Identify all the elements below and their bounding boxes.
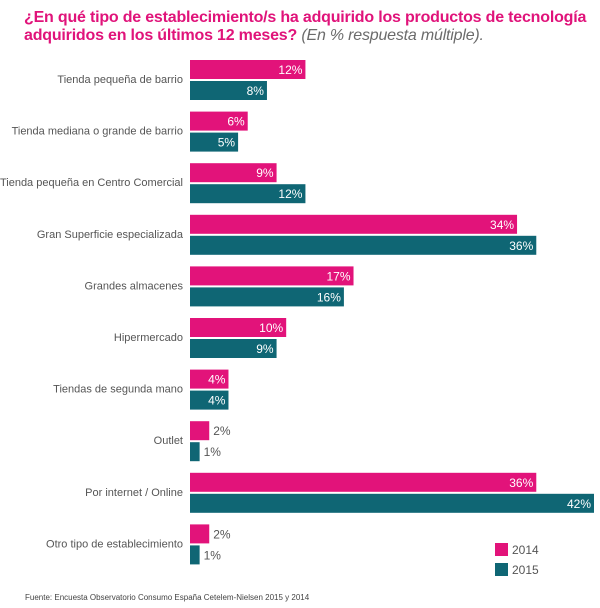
category-label: Por internet / Online [85, 487, 183, 499]
category-label: Otro tipo de establecimiento [46, 538, 183, 550]
legend-swatch-2014 [495, 543, 508, 556]
bar-value-label-2014: 2% [213, 527, 231, 541]
bar-value-label-2015: 9% [256, 342, 274, 356]
legend-label-2015: 2015 [512, 563, 539, 577]
bar-value-label-2015: 16% [317, 290, 341, 304]
category-group: Grandes almacenes 17% 16% [85, 266, 354, 307]
bar-value-label-2015: 5% [218, 136, 236, 150]
bar-value-label-2015: 4% [208, 394, 226, 408]
bar-2014 [190, 369, 229, 389]
chart-title-main: ¿En qué tipo de establecimiento/s ha adq… [24, 9, 587, 44]
category-label: Outlet [154, 435, 183, 447]
bar-2014 [190, 524, 210, 544]
category-label: Hipermercado [114, 332, 183, 344]
bar-2015 [190, 390, 229, 410]
bar-2014 [190, 266, 354, 286]
bar-2014 [190, 421, 210, 441]
category-group: Tienda pequeña de barrio 12% 8% [57, 60, 306, 100]
bar-2015 [190, 493, 594, 513]
bar-2014 [190, 60, 306, 79]
category-group: Gran Superficie especializada 34% 36% [37, 214, 537, 255]
category-label: Grandes almacenes [85, 280, 184, 292]
category-group: Tienda pequeña en Centro Comercial 9% 12% [0, 163, 306, 204]
bar-value-label-2014: 36% [509, 476, 533, 490]
category-group: Por internet / Online 36% 42% [85, 472, 594, 513]
bar-2015 [190, 545, 200, 565]
bar-value-label-2015: 1% [204, 548, 222, 562]
bar-2015 [190, 132, 239, 152]
bar-value-label-2014: 4% [208, 373, 226, 387]
bar-value-label-2014: 17% [326, 269, 350, 283]
category-group: Tiendas de segunda mano 4% 4% [53, 369, 229, 410]
bar-2015 [190, 339, 277, 358]
source-footer: Fuente: Encuesta Observatorio Consumo Es… [25, 593, 310, 602]
bar-2015 [190, 81, 267, 100]
category-group: Hipermercado 10% 9% [114, 318, 287, 358]
chart-title-sub: (En % respuesta múltiple). [301, 27, 484, 44]
bar-value-label-2015: 1% [204, 445, 222, 459]
category-label: Tienda pequeña en Centro Comercial [0, 177, 183, 189]
bar-value-label-2014: 6% [227, 115, 245, 129]
category-group: Outlet 2% 1% [154, 421, 231, 462]
bar-2014 [190, 163, 277, 183]
bar-2014 [190, 472, 537, 492]
bar-value-label-2014: 10% [259, 321, 283, 335]
category-label: Gran Superficie especializada [37, 229, 184, 241]
chart-title: ¿En qué tipo de establecimiento/s ha adq… [24, 9, 594, 45]
bar-2014 [190, 318, 287, 337]
legend-swatch-2015 [495, 563, 508, 576]
bar-value-label-2015: 36% [509, 239, 533, 253]
category-group: Tienda mediana o grande de barrio 6% 5% [12, 111, 248, 152]
bar-2015 [190, 287, 344, 307]
category-group: Otro tipo de establecimiento 2% 1% [46, 524, 231, 565]
bar-2014 [190, 214, 518, 234]
bar-value-label-2014: 12% [278, 63, 302, 77]
category-label: Tienda mediana o grande de barrio [12, 126, 183, 138]
category-label: Tienda pequeña de barrio [57, 74, 183, 86]
bar-value-label-2015: 12% [278, 187, 302, 201]
bar-value-label-2014: 34% [490, 218, 514, 232]
bar-value-label-2015: 42% [567, 497, 591, 511]
bar-value-label-2014: 2% [213, 424, 231, 438]
bar-value-label-2015: 8% [247, 84, 265, 98]
bar-2015 [190, 184, 306, 204]
category-label: Tiendas de segunda mano [53, 384, 183, 396]
legend-label-2014: 2014 [512, 543, 539, 557]
bar-2015 [190, 442, 200, 462]
bar-2014 [190, 111, 248, 131]
bar-2015 [190, 235, 537, 255]
bar-value-label-2014: 9% [256, 166, 274, 180]
